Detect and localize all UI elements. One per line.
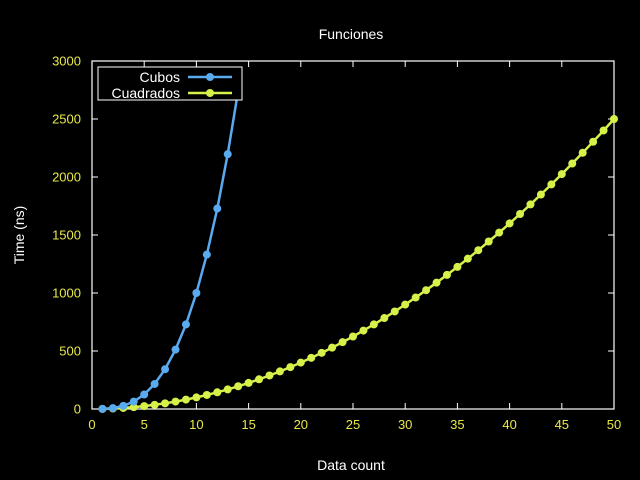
y-tick-label: 500 [59, 344, 81, 359]
data-point [442, 270, 451, 279]
data-point [161, 399, 170, 408]
data-point [171, 345, 180, 354]
data-point [422, 286, 431, 295]
data-point [202, 250, 211, 259]
x-tick-label: 25 [346, 417, 360, 432]
axis-ticks: 0 5 10 15 20 25 30 35 40 45 5005001000150020002500… [52, 54, 621, 433]
data-point [129, 397, 138, 406]
data-point [526, 200, 535, 209]
x-tick-label: 45 [555, 417, 569, 432]
data-point [296, 358, 305, 367]
x-tick-label: 40 [502, 417, 516, 432]
data-point [463, 254, 472, 263]
data-point [161, 365, 170, 374]
series-layer [98, 86, 618, 413]
data-point [390, 307, 399, 316]
data-point [495, 228, 504, 237]
data-point [140, 390, 149, 399]
data-point [484, 237, 493, 246]
data-point [380, 314, 389, 323]
x-tick-label: 20 [294, 417, 308, 432]
data-point [338, 338, 347, 347]
data-point [516, 210, 525, 219]
data-point [275, 367, 284, 376]
data-point [244, 378, 253, 387]
data-point [234, 382, 243, 391]
series-cuadrados [98, 115, 618, 413]
y-tick-label: 2000 [52, 170, 81, 185]
x-tick-label: 5 [141, 417, 148, 432]
data-point [401, 300, 410, 309]
data-point [505, 219, 514, 228]
data-point [474, 246, 483, 255]
data-point [171, 397, 180, 406]
data-point [610, 115, 618, 123]
data-point [411, 293, 420, 302]
y-tick-label: 3000 [52, 54, 81, 69]
data-point [202, 390, 211, 399]
data-point [453, 262, 462, 271]
data-point [129, 403, 138, 412]
data-point [286, 363, 295, 372]
data-point [369, 320, 378, 329]
data-point [557, 170, 566, 179]
data-point [192, 289, 201, 297]
data-point [568, 159, 577, 168]
legend-box [97, 66, 243, 101]
data-point [536, 190, 545, 199]
y-axis-label: Time (ns) [11, 206, 27, 265]
data-point [432, 278, 441, 287]
data-point [192, 393, 201, 402]
x-tick-label: 50 [607, 417, 621, 432]
legend-label: Cubos [140, 69, 180, 85]
data-point [359, 326, 368, 335]
y-tick-label: 1500 [52, 228, 81, 243]
data-point [223, 150, 232, 159]
y-tick-label: 1000 [52, 286, 81, 301]
data-point [223, 385, 232, 394]
data-point [181, 395, 190, 404]
data-point [213, 204, 222, 213]
data-point [98, 404, 107, 413]
x-tick-label: 30 [398, 417, 412, 432]
data-point [265, 371, 274, 380]
x-axis-label: Data count [317, 457, 385, 473]
data-point [119, 401, 128, 410]
legend-swatch-marker [206, 89, 214, 97]
data-point [317, 348, 326, 357]
y-tick-label: 0 [74, 402, 81, 417]
data-point [599, 126, 608, 135]
legend-swatch-marker [206, 73, 214, 81]
x-tick-label: 0 [88, 417, 95, 432]
data-point [150, 400, 159, 409]
chart-title: Funciones [319, 26, 384, 42]
data-point [328, 343, 337, 352]
data-point [349, 332, 357, 341]
data-point [181, 320, 190, 329]
data-point [140, 402, 149, 411]
x-tick-label: 10 [189, 417, 203, 432]
x-tick-label: 35 [450, 417, 464, 432]
data-point [307, 353, 316, 362]
data-point [255, 375, 264, 384]
data-point [578, 148, 587, 157]
data-point [150, 379, 159, 388]
data-point [108, 404, 117, 413]
legend-label: Cuadrados [112, 85, 181, 101]
data-point [547, 180, 556, 189]
y-tick-label: 2500 [52, 112, 81, 127]
data-point [213, 388, 222, 397]
x-tick-label: 15 [241, 417, 255, 432]
data-point [589, 137, 598, 146]
